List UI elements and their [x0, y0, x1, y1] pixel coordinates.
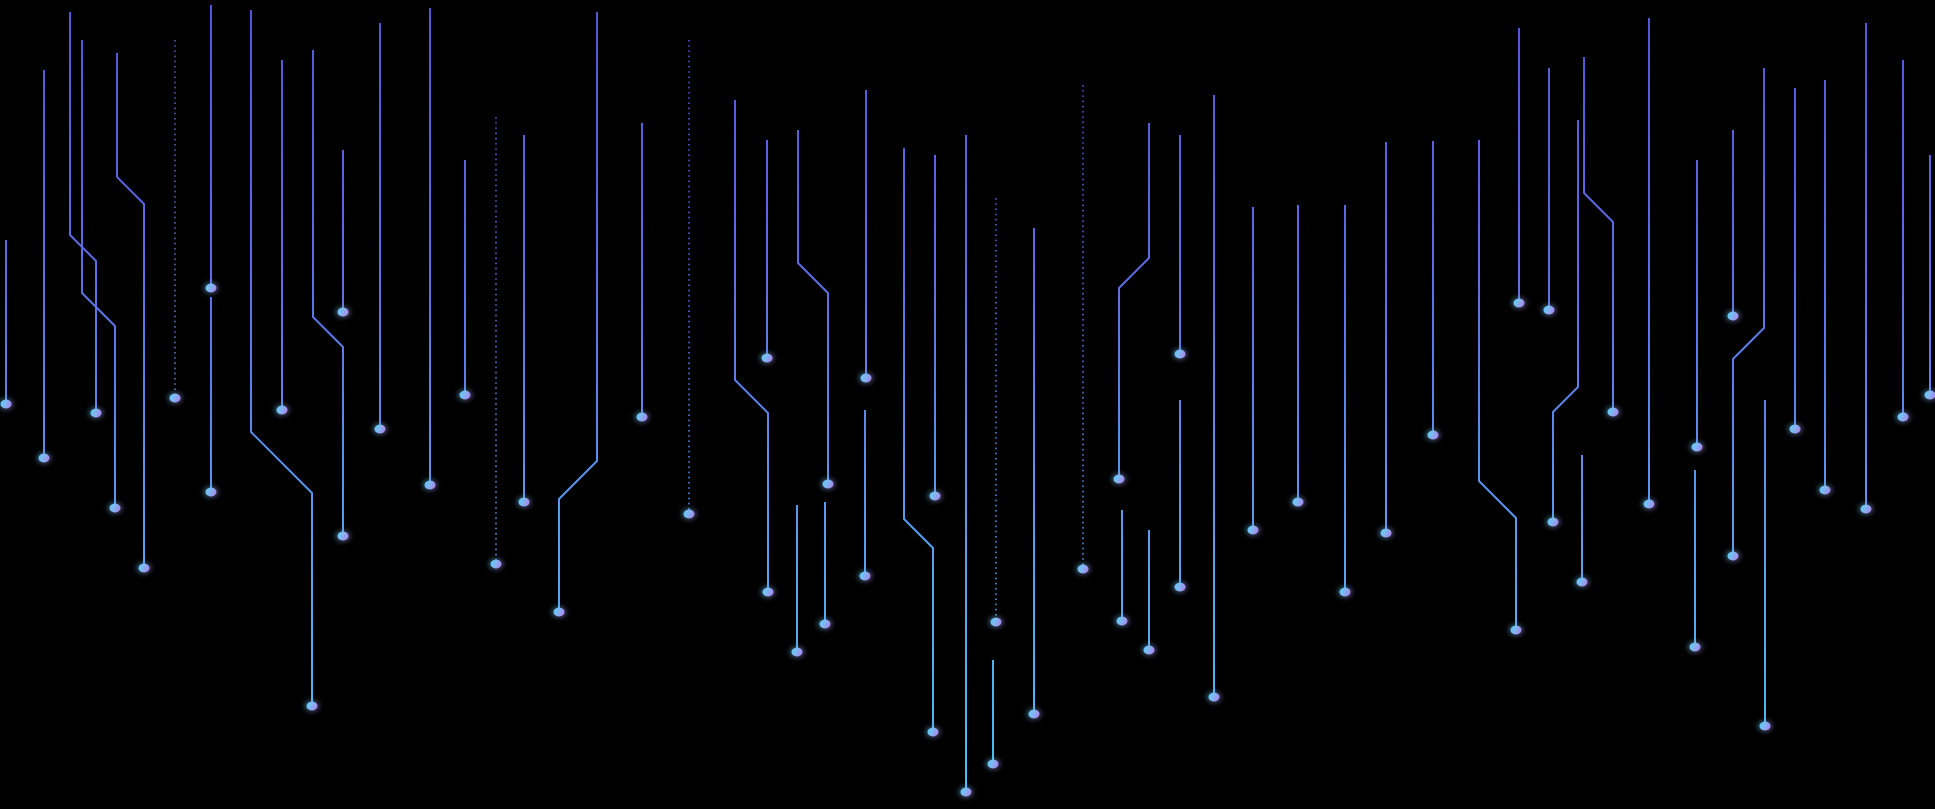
trace-endpoint-dot — [1727, 551, 1739, 561]
trace-endpoint-dot — [1547, 517, 1559, 527]
trace-endpoint-dot — [1689, 642, 1701, 652]
trace-endpoint-dot — [1860, 504, 1872, 514]
trace-endpoint-dot — [636, 412, 648, 422]
trace-endpoint-dot — [1208, 692, 1220, 702]
traces-group — [5, 5, 1931, 792]
trace-endpoint-dot — [1789, 424, 1801, 434]
trace-endpoint-dot — [860, 373, 872, 383]
trace-endpoint-dot — [0, 399, 12, 409]
trace-endpoint-dot — [109, 503, 121, 513]
trace-endpoint-dot — [90, 408, 102, 418]
trace-dots-group — [0, 281, 1935, 799]
trace-endpoint-dot — [1510, 625, 1522, 635]
trace-endpoint-dot — [138, 563, 150, 573]
trace-endpoint-dot — [1576, 577, 1588, 587]
trace-endpoint-dot — [38, 453, 50, 463]
trace-endpoint-dot — [1174, 349, 1186, 359]
trace-endpoint-dot — [1924, 390, 1935, 400]
trace-endpoint-dot — [1897, 412, 1909, 422]
trace-endpoint-dot — [205, 283, 217, 293]
circuit-trace — [797, 130, 829, 484]
circuit-trace — [250, 10, 313, 706]
trace-endpoint-dot — [1380, 528, 1392, 538]
trace-endpoint-dot — [1513, 298, 1525, 308]
trace-endpoint-dot — [459, 390, 471, 400]
circuit-trace — [116, 53, 145, 568]
trace-endpoint-dot — [819, 619, 831, 629]
trace-endpoint-dot — [374, 424, 386, 434]
circuit-trace — [1552, 120, 1579, 522]
trace-endpoint-dot — [306, 701, 318, 711]
trace-endpoint-dot — [859, 571, 871, 581]
trace-endpoint-dot — [927, 727, 939, 737]
trace-endpoint-dot — [1339, 587, 1351, 597]
trace-endpoint-dot — [1028, 709, 1040, 719]
trace-endpoint-dot — [1247, 525, 1259, 535]
trace-endpoint-dot — [518, 497, 530, 507]
trace-endpoint-dot — [1759, 721, 1771, 731]
circuit-trace — [1583, 57, 1614, 412]
trace-endpoint-dot — [822, 479, 834, 489]
circuit-trace — [1478, 140, 1517, 630]
trace-endpoint-dot — [1607, 407, 1619, 417]
circuit-trace — [558, 12, 598, 612]
trace-endpoint-dot — [1077, 564, 1089, 574]
trace-endpoint-dot — [1727, 311, 1739, 321]
trace-endpoint-dot — [1143, 645, 1155, 655]
trace-endpoint-dot — [1292, 497, 1304, 507]
trace-endpoint-dot — [337, 307, 349, 317]
trace-endpoint-dot — [1427, 430, 1439, 440]
trace-endpoint-dot — [762, 587, 774, 597]
trace-endpoint-dot — [960, 787, 972, 797]
trace-endpoint-dot — [490, 559, 502, 569]
trace-endpoint-dot — [1116, 616, 1128, 626]
circuit-trace — [1118, 123, 1150, 479]
trace-endpoint-dot — [1174, 582, 1186, 592]
trace-endpoint-dot — [169, 393, 181, 403]
trace-endpoint-dot — [337, 531, 349, 541]
trace-endpoint-dot — [276, 405, 288, 415]
circuit-trace — [81, 40, 116, 508]
trace-endpoint-dot — [683, 509, 695, 519]
trace-endpoint-dot — [205, 487, 217, 497]
trace-endpoint-dot — [1643, 499, 1655, 509]
trace-endpoint-dot — [1691, 442, 1703, 452]
trace-endpoint-dot — [1113, 474, 1125, 484]
circuit-trace — [734, 100, 769, 592]
trace-endpoint-dot — [1543, 305, 1555, 315]
trace-endpoint-dot — [761, 353, 773, 363]
trace-endpoint-dot — [791, 647, 803, 657]
trace-endpoint-dot — [929, 491, 941, 501]
trace-endpoint-dot — [990, 617, 1002, 627]
circuit-trace — [312, 50, 344, 536]
trace-endpoint-dot — [987, 759, 999, 769]
circuit-trace — [903, 148, 934, 732]
circuit-trace — [1732, 68, 1765, 556]
trace-endpoint-dot — [424, 480, 436, 490]
trace-endpoint-dot — [1819, 485, 1831, 495]
trace-endpoint-dot — [553, 607, 565, 617]
